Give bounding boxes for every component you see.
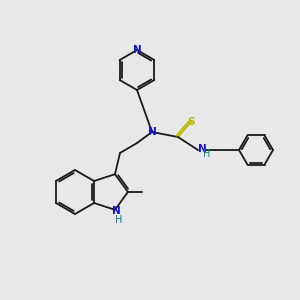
- Text: N: N: [198, 144, 206, 154]
- Text: S: S: [187, 117, 195, 127]
- Text: H: H: [203, 149, 211, 159]
- Text: H: H: [115, 215, 122, 225]
- Text: N: N: [112, 206, 120, 216]
- Text: N: N: [148, 127, 156, 137]
- Text: N: N: [133, 45, 141, 55]
